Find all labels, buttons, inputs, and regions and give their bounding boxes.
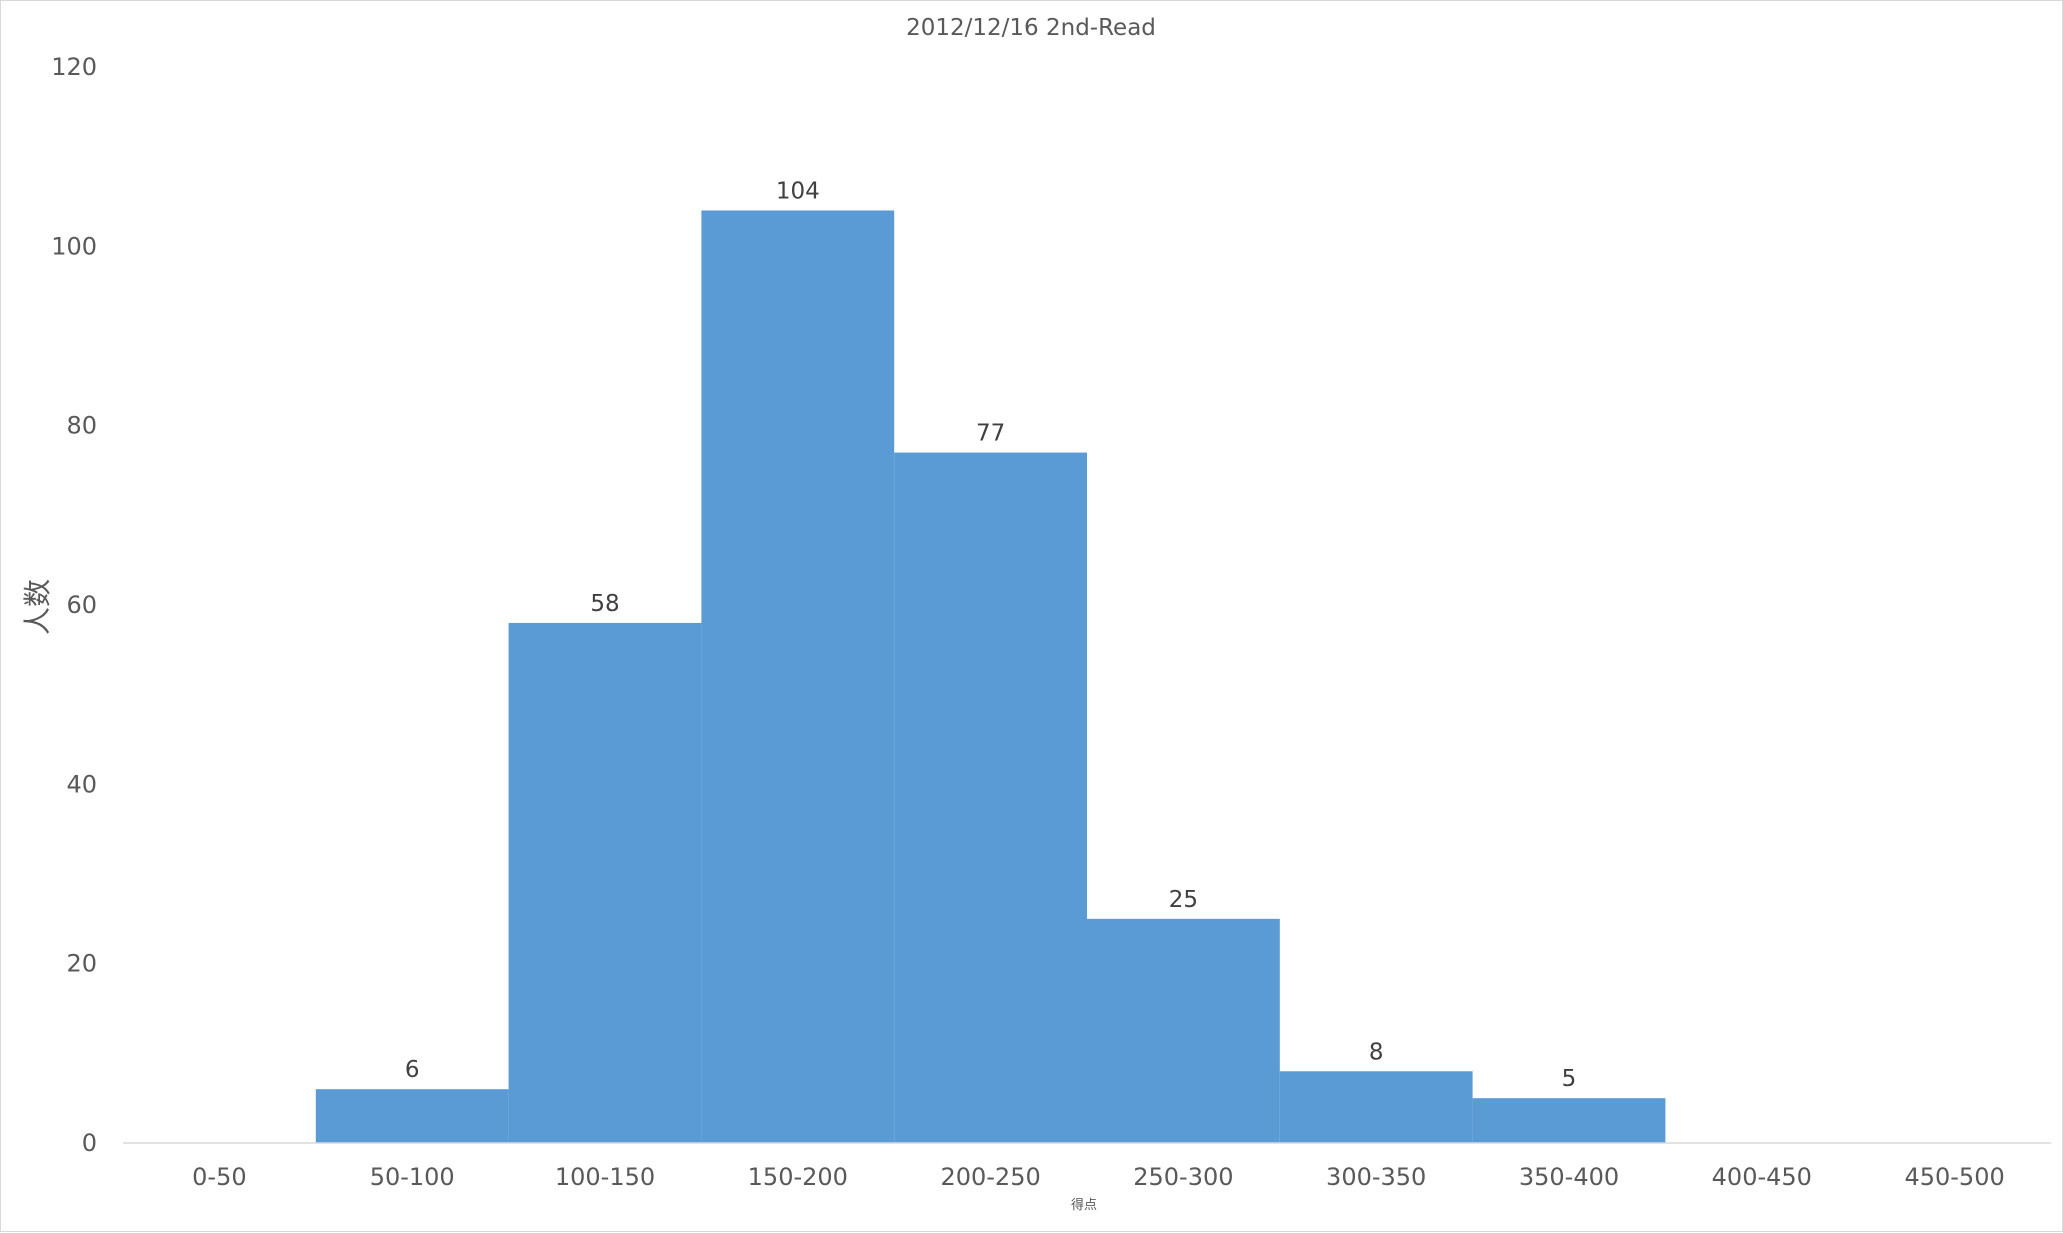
x-axis-label: 得点 [1071, 1197, 1097, 1213]
x-tick-label: 350-400 [1519, 1163, 1619, 1191]
y-tick-label: 40 [66, 770, 97, 798]
y-tick-label: 100 [51, 232, 97, 260]
bar-100-150 [508, 622, 702, 1143]
bar-50-100 [315, 1089, 509, 1143]
x-tick-label: 250-300 [1133, 1163, 1233, 1191]
chart-title: 2012/12/16 2nd-Read [906, 15, 1156, 41]
x-tick-label: 100-150 [555, 1163, 655, 1191]
x-tick-label: 300-350 [1326, 1163, 1426, 1191]
data-label: 58 [590, 591, 619, 617]
y-tick-label: 80 [66, 412, 97, 440]
bar-150-200 [701, 210, 895, 1143]
y-axis-label: 人数 [21, 579, 54, 635]
bars-group [315, 210, 1666, 1144]
y-axis-ticks: 0 20 40 60 80 100 120 [51, 53, 97, 1157]
data-label: 77 [976, 421, 1005, 447]
bar-200-250 [894, 452, 1087, 1144]
x-tick-label: 450-500 [1904, 1163, 2004, 1191]
data-label: 6 [405, 1057, 420, 1083]
x-tick-label: 200-250 [940, 1163, 1040, 1191]
x-tick-label: 0-50 [192, 1163, 246, 1191]
y-tick-label: 20 [66, 950, 97, 978]
data-label: 104 [776, 178, 820, 204]
data-label: 25 [1169, 887, 1198, 913]
data-label: 5 [1562, 1066, 1577, 1092]
bar-350-400 [1472, 1098, 1666, 1143]
x-tick-label: 400-450 [1712, 1163, 1812, 1191]
bar-300-350 [1279, 1071, 1473, 1143]
y-tick-label: 0 [82, 1129, 97, 1157]
x-tick-label: 150-200 [748, 1163, 848, 1191]
x-tick-label: 50-100 [370, 1163, 455, 1191]
data-label: 8 [1369, 1039, 1384, 1065]
data-labels-group: 6 58 104 77 25 8 5 [405, 178, 1576, 1092]
y-tick-label: 60 [66, 591, 97, 619]
x-axis-ticks: 0-50 50-100 100-150 150-200 200-250 250-300 30… [192, 1163, 2005, 1191]
bar-250-300 [1087, 918, 1280, 1143]
y-tick-label: 120 [51, 53, 97, 81]
